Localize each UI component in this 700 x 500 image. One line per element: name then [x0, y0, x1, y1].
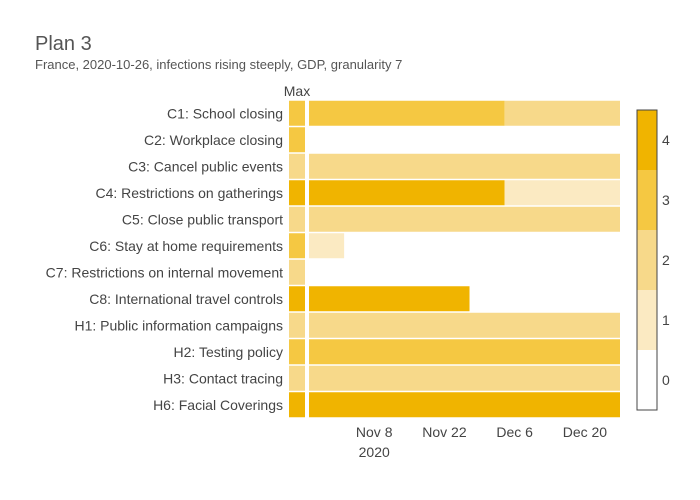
- heatmap-row: C7: Restrictions on internal movement: [46, 259, 305, 285]
- x-tick-label: Nov 22: [422, 424, 467, 440]
- heatmap-row: H2: Testing policy: [174, 339, 620, 365]
- heatmap-cell: [309, 206, 620, 232]
- max-cell: [289, 100, 305, 126]
- max-cell: [289, 286, 305, 312]
- heatmap-row: H3: Contact tracing: [163, 365, 620, 391]
- x-tick-label: Dec 6: [496, 424, 533, 440]
- heatmap-cell: [309, 365, 620, 391]
- row-label: H3: Contact tracing: [163, 370, 283, 386]
- row-label: H6: Facial Coverings: [153, 397, 283, 413]
- heatmap-row: C1: School closing: [167, 100, 620, 126]
- row-label: C2: Workplace closing: [144, 132, 283, 148]
- heatmap-cell: [309, 312, 620, 338]
- heatmap-row: C3: Cancel public events: [128, 153, 620, 179]
- row-label: C6: Stay at home requirements: [89, 238, 283, 254]
- row-label: H2: Testing policy: [174, 344, 283, 360]
- max-cell: [289, 259, 305, 285]
- heatmap-row: H6: Facial Coverings: [153, 392, 620, 418]
- x-tick-label: Nov 8: [356, 424, 393, 440]
- heatmap-cell: [504, 100, 620, 126]
- max-cell: [289, 233, 305, 259]
- colorbar-outline: [636, 109, 658, 411]
- colorbar-band: [637, 110, 657, 170]
- colorbar-band: [637, 170, 657, 230]
- colorbar-tick-label: 3: [662, 192, 670, 208]
- heatmap-row: C8: International travel controls: [89, 286, 470, 312]
- row-label: C7: Restrictions on internal movement: [46, 264, 283, 280]
- row-label: H1: Public information campaigns: [74, 317, 283, 333]
- x-tick-label: Dec 20: [563, 424, 608, 440]
- heatmap-cell: [309, 286, 470, 312]
- max-cell: [289, 392, 305, 418]
- colorbar-band: [637, 290, 657, 350]
- colorbar-tick-label: 1: [662, 312, 670, 328]
- x-axis-ticks: Nov 8 2020 Nov 22 Dec 6 Dec 20: [356, 424, 607, 460]
- max-cell: [289, 153, 305, 179]
- heatmap-cell: [504, 180, 620, 206]
- colorbar-tick-label: 2: [662, 252, 670, 268]
- x-tick-sublabel: 2020: [359, 444, 390, 460]
- row-label: C5: Close public transport: [122, 211, 283, 227]
- chart-subtitle: France, 2020-10-26, infections rising st…: [35, 57, 402, 72]
- colorbar-tick-label: 0: [662, 372, 670, 388]
- colorbar-band: [637, 230, 657, 290]
- max-cell: [289, 206, 305, 232]
- max-cell: [289, 180, 305, 206]
- max-cell: [289, 312, 305, 338]
- heatmap-cell: [309, 100, 505, 126]
- colorbar-band: [637, 350, 657, 410]
- max-cell: [289, 365, 305, 391]
- max-column-label: Max: [284, 83, 310, 99]
- colorbar-tick-label: 4: [662, 132, 670, 148]
- max-cell: [289, 127, 305, 153]
- heatmap-row: H1: Public information campaigns: [74, 312, 620, 338]
- heatmap-cell: [309, 339, 620, 365]
- chart-title: Plan 3: [35, 33, 92, 55]
- row-label: C4: Restrictions on gatherings: [95, 185, 283, 201]
- heatmap-row: C5: Close public transport: [122, 206, 620, 232]
- row-label: C8: International travel controls: [89, 291, 283, 307]
- heatmap-row: C2: Workplace closing: [144, 127, 305, 153]
- heatmap-row: C4: Restrictions on gatherings: [95, 180, 620, 206]
- heatmap-cell: [309, 233, 345, 259]
- heatmap-row: C6: Stay at home requirements: [89, 233, 345, 259]
- row-label: C3: Cancel public events: [128, 158, 283, 174]
- max-cell: [289, 339, 305, 365]
- heatmap-cell: [309, 153, 620, 179]
- heatmap-rows: C1: School closing C2: Workplace closing C…: [46, 100, 620, 418]
- row-label: C1: School closing: [167, 105, 283, 121]
- colorbar: 0 1 2 3 4: [636, 109, 670, 411]
- heatmap-cell: [309, 392, 620, 418]
- heatmap-cell: [309, 180, 505, 206]
